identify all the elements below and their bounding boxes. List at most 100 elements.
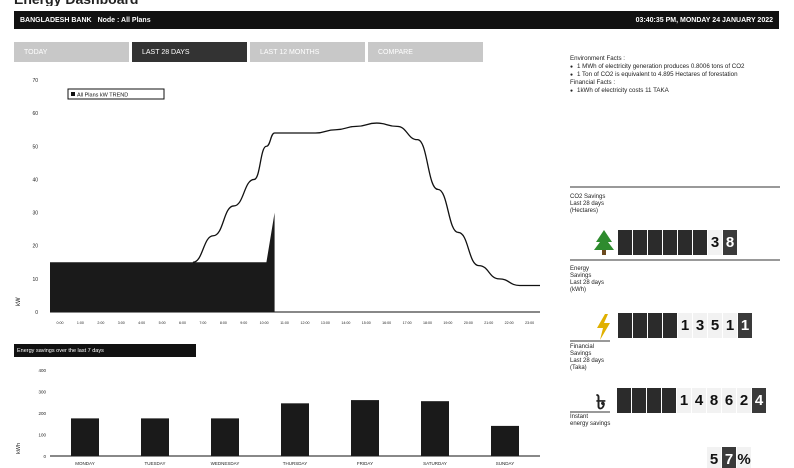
counter-digit: 3 (693, 313, 707, 338)
y-tick-label: 30 (32, 211, 38, 217)
x-tick-label: 1:00 (77, 321, 84, 325)
counter-digit (617, 388, 631, 413)
x-tick-label: 19:00 (443, 321, 452, 325)
env-fact-2: 1 Ton of CO2 is equivalent to 4.895 Hect… (570, 71, 792, 79)
x-tick-label: SUNDAY (496, 461, 514, 466)
divider (570, 186, 780, 188)
x-tick-label: 8:00 (220, 321, 227, 325)
bar (491, 425, 519, 456)
x-tick-label: 20:00 (464, 321, 473, 325)
divider (570, 259, 780, 261)
x-tick-label: 9:00 (240, 321, 247, 325)
counter-digit (633, 313, 647, 338)
x-tick-label: 6:00 (179, 321, 186, 325)
counter-digit: 4 (752, 388, 766, 413)
counter-digit (693, 230, 707, 255)
tab-compare[interactable]: COMPARE (368, 42, 483, 62)
lightning-icon (594, 313, 618, 341)
x-tick-label: 22:00 (505, 321, 514, 325)
weekly-savings-bar-chart: 0 100 200 300 400 kWh MONDAY TUESDAY WEDNESDAY TH… (16, 368, 540, 466)
instant-counter: 5 7% (707, 447, 752, 468)
bar (71, 418, 99, 456)
y-axis-label: kW (16, 297, 22, 306)
legend-label: All Plans kW TREND (77, 93, 128, 99)
bar (421, 401, 449, 456)
legend-swatch (71, 92, 75, 96)
trend-line (192, 122, 540, 287)
x-tick-label: 0:00 (57, 321, 64, 325)
svg-text:৳: ৳ (596, 392, 606, 414)
counter-digit (618, 313, 632, 338)
x-tick-label: 14:00 (341, 321, 350, 325)
legend-box (67, 88, 165, 100)
counter-digit: 1 (738, 313, 752, 338)
x-tick-label: 23:00 (525, 321, 534, 325)
y-tick-label: 60 (32, 111, 38, 117)
counter-digit (663, 230, 677, 255)
x-tick-label: 7:00 (199, 321, 206, 325)
x-tick-label: 4:00 (138, 321, 145, 325)
counter-digit: 7 (722, 447, 736, 468)
y-tick-label: 50 (32, 144, 38, 150)
co2-savings-label: CO2 Savings Last 28 days (Hectares) (570, 194, 606, 214)
y-tick-label: 200 (38, 411, 46, 416)
x-tick-label: THURSDAY (283, 461, 307, 466)
x-tick-label: 17:00 (403, 321, 412, 325)
divider (570, 411, 610, 413)
counter-digit: 8 (723, 230, 737, 255)
x-tick-label: MONDAY (75, 461, 94, 466)
tree-icon (592, 228, 616, 256)
y-tick-label: 300 (38, 390, 46, 395)
counter-digit: 5 (708, 313, 722, 338)
bar (281, 403, 309, 456)
x-tick-label: 11:00 (280, 321, 289, 325)
x-tick-label: 3:00 (118, 321, 125, 325)
x-tick-label: 21:00 (484, 321, 493, 325)
tab-today[interactable]: TODAY (14, 42, 129, 62)
environment-facts: Environment Facts : 1 MWh of electricity… (570, 55, 792, 95)
counter-digit (663, 313, 677, 338)
kw-trend-chart: 0 10 20 30 40 50 60 70 kW 0:00 1:00 2:00 3:00 4:00 5:0… (16, 78, 540, 325)
x-tick-label: 15:00 (362, 321, 371, 325)
counter-digit (647, 388, 661, 413)
bar (211, 418, 239, 456)
x-tick-label: 12:00 (301, 321, 310, 325)
tab-last-28-days[interactable]: LAST 28 DAYS (132, 42, 247, 62)
financial-savings-label: Financial Savings Last 28 days (Taka) (570, 344, 605, 371)
counter-digit (632, 388, 646, 413)
x-tick-label: 13:00 (321, 321, 330, 325)
counter-digit: 6 (722, 388, 736, 413)
bar (351, 400, 379, 456)
bar (141, 418, 169, 456)
x-tick-label: FRIDAY (357, 461, 373, 466)
x-tick-label: 18:00 (423, 321, 432, 325)
y-tick-label: 100 (38, 433, 46, 438)
page-heading-cut: Energy Dashboard (0, 0, 794, 6)
x-tick-label: SATURDAY (423, 461, 447, 466)
y-tick-label: 40 (32, 177, 38, 183)
counter-digit (662, 388, 676, 413)
env-fact-3: 1kWh of electricity costs 11 TAKA (570, 87, 792, 95)
counter-digit (678, 230, 692, 255)
x-tick-label: 2:00 (97, 321, 104, 325)
y-tick-label: 70 (32, 78, 38, 84)
y-tick-label: 20 (32, 244, 38, 250)
counter-digit (618, 230, 632, 255)
bank-name: BANGLADESH BANK (20, 16, 92, 24)
y-tick-label: 0 (43, 454, 46, 459)
tab-last-12-months[interactable]: LAST 12 MONTHS (250, 42, 365, 62)
y-tick-label: 10 (32, 277, 38, 283)
instant-savings-label: Instant energy savings (570, 414, 611, 427)
counter-digit: 3 (708, 230, 722, 255)
bar-section-title: Energy savings over the last 7 days (14, 344, 196, 357)
x-tick-label: 16:00 (382, 321, 391, 325)
x-tick-label: 10:00 (260, 321, 269, 325)
chart-legend: All Plans kW TREND (67, 88, 165, 100)
counter-digit: 8 (707, 388, 721, 413)
divider (570, 340, 610, 342)
period-tabs: TODAY LAST 28 DAYS LAST 12 MONTHS COMPAR… (14, 42, 483, 62)
env-title: Environment Facts : (570, 55, 626, 62)
env-fact-1: 1 MWh of electricity generation produces… (570, 63, 792, 71)
